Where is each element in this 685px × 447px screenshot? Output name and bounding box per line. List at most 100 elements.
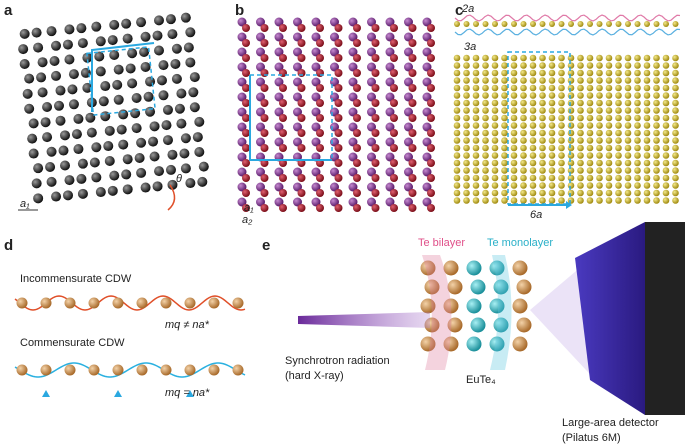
atom <box>558 62 565 69</box>
atom <box>605 114 613 122</box>
atom <box>371 39 380 47</box>
atom <box>334 189 343 197</box>
detector-body <box>645 222 685 415</box>
atom <box>510 144 518 152</box>
atom <box>529 129 537 137</box>
atom <box>316 174 324 182</box>
atom <box>596 144 603 152</box>
atom <box>672 122 679 129</box>
atom <box>662 152 670 159</box>
atom <box>489 336 505 352</box>
atom <box>653 144 660 152</box>
atom <box>491 84 499 92</box>
atom <box>643 137 651 144</box>
atom <box>154 166 165 177</box>
atom <box>587 21 593 27</box>
atom <box>427 24 435 32</box>
atom <box>520 92 527 99</box>
atom <box>293 62 302 72</box>
atom <box>567 152 575 159</box>
atom <box>520 152 527 159</box>
atom <box>634 129 641 137</box>
atom <box>367 62 376 72</box>
atom <box>539 114 546 122</box>
atom <box>367 107 376 117</box>
atom <box>624 92 632 99</box>
atom <box>334 69 343 77</box>
atom <box>385 122 395 132</box>
atom <box>643 129 651 137</box>
atom <box>643 189 651 197</box>
atom <box>605 69 613 77</box>
atom <box>80 67 91 78</box>
atom <box>330 167 339 177</box>
atom <box>348 17 358 27</box>
atom <box>156 75 167 86</box>
atom <box>482 122 489 129</box>
atom <box>510 137 518 144</box>
atom <box>185 27 196 38</box>
atom <box>162 104 173 115</box>
cdw-title: Commensurate CDW <box>20 337 125 349</box>
atom <box>404 167 413 177</box>
atom <box>198 161 209 172</box>
atom <box>316 189 324 197</box>
atom <box>539 197 546 204</box>
atom <box>422 137 432 147</box>
atom <box>127 78 138 89</box>
atom <box>548 107 556 114</box>
atom <box>46 146 57 157</box>
atom <box>653 92 660 99</box>
atom <box>385 182 395 192</box>
atom <box>297 54 306 62</box>
atom <box>482 129 489 137</box>
atom <box>586 152 594 159</box>
atom <box>334 174 343 182</box>
atom <box>510 92 518 99</box>
atom <box>634 144 641 152</box>
atom <box>237 32 247 42</box>
atom <box>237 107 247 117</box>
atom <box>136 364 148 376</box>
atom <box>353 129 361 137</box>
atom <box>316 69 324 77</box>
atom <box>577 144 584 152</box>
atom <box>615 197 622 204</box>
atom <box>385 197 395 207</box>
atom <box>161 120 172 131</box>
atom <box>558 167 565 174</box>
atom <box>672 174 679 182</box>
atom <box>453 189 461 197</box>
atom <box>548 84 556 92</box>
atom <box>316 54 324 62</box>
atom <box>463 107 470 114</box>
sample-label: EuTe₄ <box>466 374 496 386</box>
atom <box>624 77 632 84</box>
atom <box>624 129 632 137</box>
atom <box>256 32 265 42</box>
atom <box>529 144 537 152</box>
atom <box>520 189 527 197</box>
atom <box>127 48 138 59</box>
atom <box>558 107 565 114</box>
atom <box>472 92 480 99</box>
atom <box>529 84 537 92</box>
atom <box>311 32 321 42</box>
atom <box>634 62 641 69</box>
atom <box>463 84 470 92</box>
atom <box>316 114 324 122</box>
atom <box>662 107 670 114</box>
atom <box>520 167 527 174</box>
atom <box>279 129 287 137</box>
atom <box>567 99 575 107</box>
atom <box>586 107 594 114</box>
supercell-arrow <box>91 42 155 112</box>
atom <box>634 84 641 92</box>
atom <box>634 137 641 144</box>
atom <box>427 114 435 122</box>
atom <box>539 167 546 174</box>
source-label: (hard X-ray) <box>285 370 344 382</box>
atom <box>443 298 459 314</box>
atom <box>316 129 324 137</box>
atom <box>91 172 102 183</box>
